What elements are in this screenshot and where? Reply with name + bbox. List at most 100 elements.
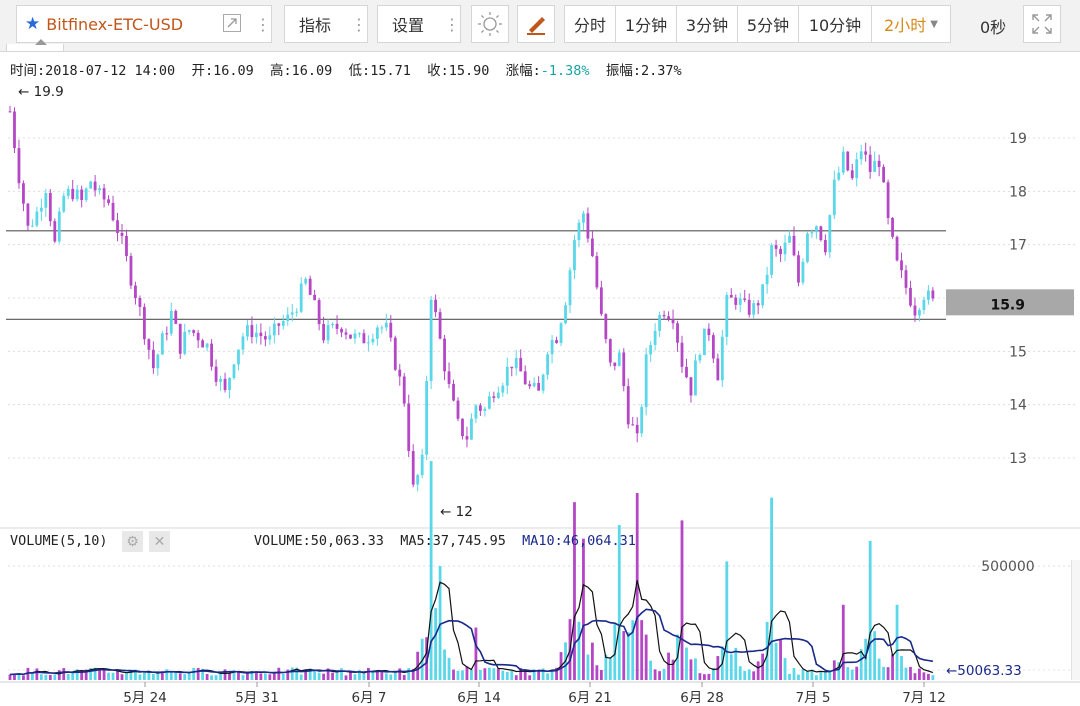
draw-tool-button[interactable] — [517, 5, 555, 43]
indicators-label: 指标 — [298, 16, 331, 35]
volume-bar — [434, 608, 437, 680]
candle-body — [120, 232, 124, 236]
candle-body — [819, 226, 823, 241]
volume-bar — [788, 673, 791, 680]
candle-body — [577, 222, 581, 241]
volume-bar — [66, 673, 70, 680]
volume-bar — [801, 669, 805, 680]
candle-body — [308, 278, 312, 295]
candle-body — [756, 303, 760, 306]
candle-body — [770, 245, 773, 275]
candle-body — [734, 297, 738, 305]
volume-bar — [84, 669, 88, 680]
candle-body — [344, 332, 348, 335]
volume-bar — [591, 642, 594, 680]
volume-bar — [667, 652, 670, 680]
toolbar: ★ Bitfinex-ETC-USD ⋮ 指标 ⋮ 设置 ⋮ — [0, 0, 1080, 52]
volume-bar — [340, 668, 343, 680]
volume-bar — [604, 654, 608, 680]
candle-body — [317, 300, 321, 325]
volume-bar — [116, 670, 119, 680]
period-tab-3[interactable]: 3分钟 — [676, 5, 738, 43]
volume-bar — [918, 668, 921, 680]
candle-body — [219, 378, 222, 382]
candle-body — [720, 336, 724, 381]
settings-button[interactable]: 设置 ⋮ — [377, 5, 461, 43]
candle-body — [752, 303, 756, 315]
price-tick-label: 17 — [1009, 238, 1027, 254]
volume-bar — [201, 668, 205, 680]
volume-bar — [358, 670, 361, 680]
candle-body — [783, 242, 787, 255]
open-label: 开: — [191, 63, 214, 79]
candle-body — [349, 334, 352, 339]
volume-bar — [747, 669, 751, 680]
candle-body — [837, 172, 841, 180]
volume-bar — [756, 661, 760, 680]
scrollbar[interactable] — [1071, 560, 1080, 680]
volume-bar — [344, 675, 348, 680]
volume-bar — [375, 670, 379, 680]
amplitude-label: 振幅: — [605, 63, 641, 79]
volume-bar — [729, 654, 733, 680]
candle-body — [510, 366, 514, 369]
fullscreen-button[interactable] — [1023, 5, 1061, 43]
volume-bar — [134, 669, 137, 680]
volume-bar — [102, 669, 106, 680]
period-tab-1[interactable]: 分时 — [564, 5, 616, 43]
fullscreen-icon — [1032, 14, 1052, 34]
volume-bar — [626, 632, 630, 680]
candle-body — [779, 248, 782, 255]
last-volume-label: ←50063.33 — [946, 663, 1022, 679]
volume-tick-label: 500000 — [981, 559, 1034, 575]
volume-bar — [931, 675, 935, 680]
volume-bar — [761, 653, 765, 680]
candle-body — [806, 233, 809, 262]
candle-body — [295, 311, 299, 313]
candle-body — [801, 261, 805, 283]
candle-body — [443, 338, 446, 372]
candle-body — [134, 285, 137, 298]
ma10-label: MA10: — [522, 533, 563, 549]
candle-body — [895, 236, 899, 261]
volume-bar — [367, 667, 370, 680]
period-tab-5[interactable]: 10分钟 — [798, 5, 872, 43]
candle-body — [640, 407, 644, 434]
popout-icon[interactable] — [223, 14, 241, 32]
candle-body — [716, 358, 720, 381]
period-tab-4[interactable]: 5分钟 — [737, 5, 799, 43]
candle-body — [882, 166, 885, 183]
candle-body — [151, 349, 155, 369]
volume-bar — [792, 668, 796, 680]
theme-toggle-button[interactable] — [471, 5, 509, 43]
volume-bar — [582, 538, 585, 680]
candle-body — [797, 255, 800, 283]
candle-body — [832, 179, 836, 216]
symbol-selector[interactable]: ★ Bitfinex-ETC-USD ⋮ — [16, 5, 272, 43]
x-tick-label: 5月 31 — [235, 690, 279, 706]
period-tab-2[interactable]: 1分钟 — [615, 5, 677, 43]
indicators-more-icon[interactable]: ⋮ — [351, 14, 367, 34]
volume-bar — [873, 631, 877, 680]
candle-body — [680, 342, 684, 367]
volume-bar — [738, 666, 742, 680]
volume-bar — [246, 671, 249, 680]
volume-bar — [523, 669, 527, 680]
settings-more-icon[interactable]: ⋮ — [444, 14, 460, 34]
more-icon[interactable]: ⋮ — [255, 14, 271, 34]
candle-body — [658, 314, 661, 331]
candle-body — [398, 369, 402, 377]
star-icon[interactable]: ★ — [25, 14, 41, 34]
candle-body — [765, 274, 769, 285]
volume-bar — [649, 660, 653, 680]
volume-bar — [877, 658, 881, 680]
indicators-button[interactable]: 指标 ⋮ — [284, 5, 368, 43]
gear-icon[interactable]: ⚙ — [122, 531, 143, 552]
volume-bar — [720, 646, 724, 680]
volume-bar — [447, 657, 451, 680]
candle-body — [913, 305, 917, 316]
period-dropdown[interactable]: 2小时 ▼ — [871, 5, 951, 43]
candle-body — [828, 215, 832, 253]
close-icon[interactable]: ✕ — [149, 531, 170, 552]
